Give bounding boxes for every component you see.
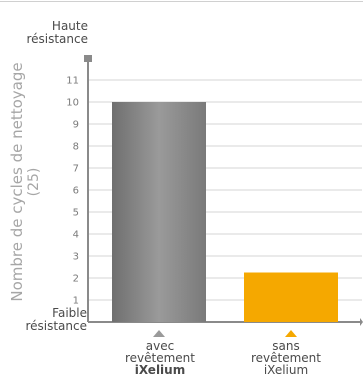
category-1-line-2: revêtement <box>250 351 321 365</box>
y-tick-label-2: 2 <box>73 274 79 285</box>
low-resistance-line-1: Faible <box>52 306 87 320</box>
high-resistance-line-2: résistance <box>26 32 88 46</box>
low-resistance-label: Faible résistance <box>25 307 87 333</box>
category-label-without-coating: sans revêtement iXelium <box>236 340 336 376</box>
y-tick-label-3: 3 <box>73 252 79 263</box>
high-resistance-label: Haute résistance <box>26 20 88 46</box>
low-resistance-line-2: résistance <box>25 319 87 333</box>
top-border <box>0 1 363 2</box>
y-tick-label-10: 10 <box>66 98 79 109</box>
y-tick-label-9: 9 <box>73 120 79 131</box>
x-axis-arrow <box>360 318 363 326</box>
bar-with-coating <box>112 102 206 322</box>
bar-without-coating <box>244 272 338 322</box>
y-tick-label-7: 7 <box>73 164 79 175</box>
y-axis-cap <box>84 55 92 62</box>
category-0-brand: iXelium <box>134 363 186 377</box>
category-marker-1 <box>285 330 297 337</box>
high-resistance-line-1: Haute <box>51 19 88 33</box>
category-marker-0 <box>153 330 165 337</box>
y-tick-label-11: 11 <box>66 76 79 87</box>
category-1-line-1: sans <box>272 339 300 353</box>
y-tick-label-6: 6 <box>73 186 79 197</box>
category-label-with-coating: avec revêtement iXelium <box>110 340 210 376</box>
category-1-brand: iXelium <box>263 363 309 377</box>
y-tick-label-8: 8 <box>73 142 79 153</box>
y-tick-label-4: 4 <box>73 230 79 241</box>
y-tick-label-5: 5 <box>73 208 79 219</box>
y-tick-label-1: 1 <box>73 296 79 307</box>
category-0-line-1: avec <box>145 339 175 353</box>
category-0-line-2: revêtement <box>124 351 195 365</box>
